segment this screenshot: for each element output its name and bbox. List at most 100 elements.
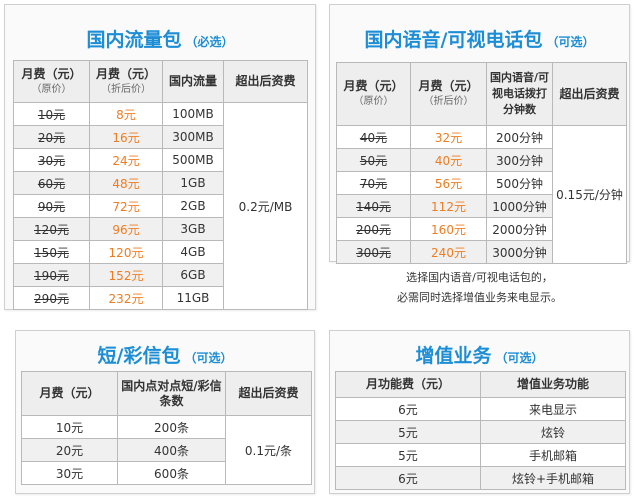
table-row: 10元 8元 100MB 0.2元/MB bbox=[13, 102, 308, 310]
note-line: 选择国内语音/可视电话包的， bbox=[406, 271, 553, 284]
header-cell: 增值业务功能 bbox=[480, 371, 626, 398]
header-cell: 超出后资费 bbox=[225, 371, 312, 416]
table-row: 30元 600条 bbox=[21, 461, 312, 485]
overage-cell: 0.15元/分钟 bbox=[552, 125, 627, 264]
original-price-cell: 200元 bbox=[336, 217, 411, 241]
fee-cell: 30元 bbox=[21, 461, 118, 485]
count-cell: 400条 bbox=[117, 438, 226, 462]
table-row: 10元 200条 0.1元/条 bbox=[21, 415, 312, 485]
discount-price-cell: 232元 bbox=[89, 286, 163, 310]
table-row: 20元 400条 bbox=[21, 438, 312, 462]
fee-cell: 6元 bbox=[335, 397, 481, 421]
table-header-row: 月费（元） （原价） 月费（元） （折后价） 国内语音/可视电话拨打分钟数 超出后资… bbox=[336, 62, 627, 126]
minutes-cell: 3000分钟 bbox=[486, 240, 553, 264]
sms-package-title: 短/彩信包 （可选） bbox=[16, 341, 314, 368]
discount-price-cell: 24元 bbox=[89, 148, 163, 172]
header-cell: 月费（元） （原价） bbox=[13, 60, 90, 103]
service-cell: 炫铃+手机邮箱 bbox=[480, 466, 626, 490]
sms-package-table: 月费（元） 国内点对点短/彩信条数 超出后资费 10元 200条 0.1元/条 … bbox=[21, 371, 312, 485]
count-cell: 600条 bbox=[117, 461, 226, 485]
discount-price-cell: 32元 bbox=[410, 125, 487, 149]
table-header-row: 月费（元） （原价） 月费（元） （折后价） 国内流量 超出后资费 bbox=[13, 60, 308, 103]
header-cell: 月费（元） bbox=[21, 371, 118, 416]
quota-cell: 1GB bbox=[162, 171, 224, 195]
fee-cell: 10元 bbox=[21, 415, 118, 439]
quota-cell: 11GB bbox=[162, 286, 224, 310]
table-row: 60元 48元 1GB bbox=[13, 171, 308, 195]
discount-price-cell: 240元 bbox=[410, 240, 487, 264]
table-row: 40元 32元 200分钟 0.15元/分钟 bbox=[336, 125, 627, 264]
original-price-cell: 40元 bbox=[336, 125, 411, 149]
table-row: 290元 232元 11GB bbox=[13, 286, 308, 310]
original-price-cell: 30元 bbox=[13, 148, 90, 172]
original-price-cell: 290元 bbox=[13, 286, 90, 310]
discount-price-cell: 72元 bbox=[89, 194, 163, 218]
minutes-cell: 200分钟 bbox=[486, 125, 553, 149]
fee-cell: 5元 bbox=[335, 443, 481, 467]
value-added-tag: （可选） bbox=[495, 351, 544, 365]
discount-price-cell: 56元 bbox=[410, 171, 487, 195]
table-header-row: 月费（元） 国内点对点短/彩信条数 超出后资费 bbox=[21, 371, 312, 416]
table-row: 150元 120元 4GB bbox=[13, 240, 308, 264]
minutes-cell: 300分钟 bbox=[486, 148, 553, 172]
service-cell: 手机邮箱 bbox=[480, 443, 626, 467]
header-cell: 超出后资费 bbox=[552, 62, 627, 126]
overage-cell: 0.2元/MB bbox=[223, 102, 308, 310]
table-row: 6元 来电显示 bbox=[335, 397, 626, 421]
original-price-cell: 150元 bbox=[13, 240, 90, 264]
data-package-panel: 国内流量包 （必选） 月费（元） （原价） 月费（元） （折后价） 国内流量 超出后资… bbox=[4, 4, 316, 310]
sms-package-panel: 短/彩信包 （可选） 月费（元） 国内点对点短/彩信条数 超出后资费 10元 20… bbox=[15, 330, 315, 494]
minutes-cell: 1000分钟 bbox=[486, 194, 553, 218]
table-row: 300元 240元 3000分钟 bbox=[336, 240, 627, 264]
data-package-table: 月费（元） （原价） 月费（元） （折后价） 国内流量 超出后资费 10元 8元 1… bbox=[13, 60, 308, 310]
table-row: 70元 56元 500分钟 bbox=[336, 171, 627, 195]
value-added-panel: 增值业务 （可选） 月功能费（元） 增值业务功能 6元 来电显示 5元 炫铃 5元… bbox=[329, 330, 630, 494]
fee-cell: 6元 bbox=[335, 466, 481, 490]
header-cell: 国内语音/可视电话拨打分钟数 bbox=[486, 62, 553, 126]
original-price-cell: 10元 bbox=[13, 102, 90, 126]
table-row: 50元 40元 300分钟 bbox=[336, 148, 627, 172]
voice-package-title-text: 国内语音/可视电话包 bbox=[364, 29, 543, 51]
header-cell: 月费（元） （折后价） bbox=[410, 62, 487, 126]
header-cell: 月费（元） （原价） bbox=[336, 62, 411, 126]
sms-package-title-text: 短/彩信包 bbox=[97, 345, 181, 367]
service-cell: 来电显示 bbox=[480, 397, 626, 421]
overage-cell: 0.1元/条 bbox=[225, 415, 312, 485]
discount-price-cell: 8元 bbox=[89, 102, 163, 126]
quota-cell: 3GB bbox=[162, 217, 224, 241]
table-row: 140元 112元 1000分钟 bbox=[336, 194, 627, 218]
header-cell: 国内流量 bbox=[162, 60, 224, 103]
original-price-cell: 20元 bbox=[13, 125, 90, 149]
discount-price-cell: 48元 bbox=[89, 171, 163, 195]
value-added-title-text: 增值业务 bbox=[415, 345, 492, 367]
discount-price-cell: 96元 bbox=[89, 217, 163, 241]
original-price-cell: 300元 bbox=[336, 240, 411, 264]
value-added-title: 增值业务 （可选） bbox=[330, 341, 629, 368]
header-cell: 超出后资费 bbox=[223, 60, 308, 103]
table-row: 30元 24元 500MB bbox=[13, 148, 308, 172]
header-cell: 月费（元） （折后价） bbox=[89, 60, 163, 103]
table-row: 200元 160元 2000分钟 bbox=[336, 217, 627, 241]
table-header-row: 月功能费（元） 增值业务功能 bbox=[335, 371, 626, 398]
voice-package-panel: 国内语音/可视电话包 （可选） 月费（元） （原价） 月费（元） （折后价） 国内语音… bbox=[329, 4, 630, 264]
count-cell: 200条 bbox=[117, 415, 226, 439]
fee-cell: 5元 bbox=[335, 420, 481, 444]
original-price-cell: 60元 bbox=[13, 171, 90, 195]
sms-package-tag: （可选） bbox=[184, 351, 233, 365]
voice-package-title: 国内语音/可视电话包 （可选） bbox=[330, 25, 629, 52]
original-price-cell: 50元 bbox=[336, 148, 411, 172]
note-line: 必需同时选择增值业务来电显示。 bbox=[397, 291, 562, 304]
fee-cell: 20元 bbox=[21, 438, 118, 462]
quota-cell: 100MB bbox=[162, 102, 224, 126]
original-price-cell: 70元 bbox=[336, 171, 411, 195]
original-price-cell: 90元 bbox=[13, 194, 90, 218]
data-package-title-text: 国内流量包 bbox=[86, 29, 182, 51]
discount-price-cell: 120元 bbox=[89, 240, 163, 264]
table-row: 5元 手机邮箱 bbox=[335, 443, 626, 467]
minutes-cell: 500分钟 bbox=[486, 171, 553, 195]
original-price-cell: 140元 bbox=[336, 194, 411, 218]
discount-price-cell: 40元 bbox=[410, 148, 487, 172]
discount-price-cell: 16元 bbox=[89, 125, 163, 149]
table-row: 120元 96元 3GB bbox=[13, 217, 308, 241]
quota-cell: 2GB bbox=[162, 194, 224, 218]
